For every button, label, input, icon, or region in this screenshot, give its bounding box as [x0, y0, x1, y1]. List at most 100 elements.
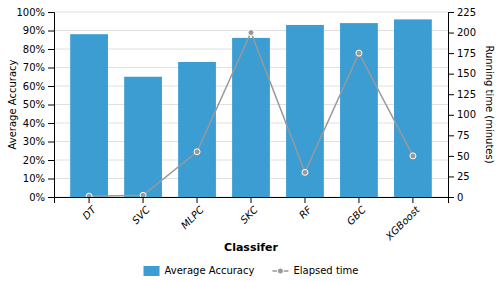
x-tick: SVC — [130, 197, 152, 226]
line-series — [86, 30, 416, 197]
x-tick-label: SVC — [130, 204, 152, 226]
y2-tick: 175 — [448, 48, 476, 59]
x-tick-mark — [358, 197, 359, 203]
y-tick-mark — [48, 49, 54, 50]
marker — [86, 193, 92, 197]
bar — [124, 77, 162, 197]
legend-swatch — [144, 266, 160, 276]
legend-label: Average Accuracy — [165, 265, 255, 276]
chart: DT SVC MLPC SKC RF GBC XGBoost 0% 10% 20% 30% 40% 50… — [0, 0, 500, 281]
x-tick-label: RF — [297, 204, 314, 221]
x-tick: RF — [297, 197, 314, 221]
y-tick-label: 70% — [23, 62, 45, 73]
y-tick: 80% — [23, 44, 54, 55]
y-tick-label: 80% — [23, 44, 45, 55]
y2-tick-label: 225 — [457, 7, 476, 18]
x-axis: DT SVC MLPC SKC RF GBC XGBoost — [55, 197, 449, 243]
bar — [340, 23, 378, 197]
x-tick-mark — [304, 197, 305, 203]
y2-tick-label: 0 — [457, 192, 463, 203]
marker — [248, 30, 254, 36]
marker — [140, 192, 146, 197]
y-tick-mark — [48, 68, 54, 69]
line — [89, 33, 413, 197]
y2-tick-mark — [448, 135, 454, 136]
x-tick-mark — [143, 197, 144, 203]
x-tick-mark — [412, 197, 413, 203]
y-tick-label: 10% — [23, 173, 45, 184]
y2-tick-mark — [448, 53, 454, 54]
y-tick: 40% — [23, 118, 54, 129]
legend-marker — [277, 268, 283, 274]
y2-tick-label: 125 — [457, 89, 476, 100]
bar — [286, 25, 324, 197]
y2-tick: 75 — [448, 130, 470, 141]
grid — [54, 12, 448, 197]
legend-item: Average Accuracy — [144, 265, 255, 276]
y2-tick: 100 — [448, 109, 476, 120]
y-tick-label: 90% — [23, 25, 45, 36]
y2-tick-mark — [448, 74, 454, 75]
bar — [178, 62, 216, 197]
y2-tick: 0 — [448, 192, 463, 203]
y-tick-mark — [48, 12, 54, 13]
y2-tick-label: 150 — [457, 68, 476, 79]
y-tick-label: 30% — [23, 136, 45, 147]
y2-tick-mark — [448, 12, 454, 13]
y-tick-label: 20% — [23, 155, 45, 166]
y2-tick-mark — [448, 197, 454, 198]
plot: DT SVC MLPC SKC RF GBC XGBoost 0% 10% 20% 30% 40% 50… — [16, 7, 476, 243]
marker — [356, 50, 362, 56]
y2-tick-mark — [448, 94, 454, 95]
y-tick-mark — [48, 197, 54, 198]
y2-tick-mark — [448, 115, 454, 116]
x-tick-label: XGBoost — [383, 203, 423, 243]
y2-tick-mark — [448, 156, 454, 157]
x-tick: DT — [80, 197, 98, 222]
x-tick: SKC — [238, 197, 260, 226]
y-tick: 60% — [23, 81, 54, 92]
y-tick-mark — [48, 142, 54, 143]
y2-tick: 25 — [448, 171, 470, 182]
y-tick-mark — [48, 160, 54, 161]
y-tick: 70% — [23, 62, 54, 73]
x-tick-label: SKC — [238, 204, 260, 226]
y-tick-label: 0% — [29, 192, 45, 203]
y-tick-mark — [48, 123, 54, 124]
marker — [194, 149, 200, 155]
y-tick: 20% — [23, 155, 54, 166]
y-tick: 0% — [29, 192, 54, 203]
y-tick-mark — [48, 179, 54, 180]
y2-tick: 225 — [448, 7, 476, 18]
x-tick-label: MLPC — [179, 204, 206, 231]
y-tick: 100% — [16, 7, 54, 18]
y2-tick-mark — [448, 176, 454, 177]
grid-line — [54, 12, 448, 13]
bar — [70, 34, 108, 197]
x-tick-label: GBC — [345, 204, 368, 227]
x-tick-mark — [197, 197, 198, 203]
legend-item: Elapsed time — [272, 265, 358, 276]
legend: Average Accuracy Elapsed time — [144, 265, 359, 276]
y2-tick-label: 200 — [457, 27, 476, 38]
y2-tick: 150 — [448, 68, 476, 79]
y-tick-label: 50% — [23, 99, 45, 110]
y-tick-mark — [48, 31, 54, 32]
bar-series — [70, 19, 432, 197]
x-tick: GBC — [345, 197, 368, 227]
x-axis-line — [55, 198, 449, 204]
y-tick: 90% — [23, 25, 54, 36]
y2-axis: 0255075100125150175200225 — [448, 7, 476, 203]
y-axis: 0% 10% 20% 30% 40% 50% 60% 70% 80% 90% 100% — [16, 7, 54, 203]
bar — [394, 19, 432, 197]
y-tick: 10% — [23, 173, 54, 184]
x-axis-title: Classifer — [224, 241, 278, 254]
x-tick: MLPC — [179, 197, 206, 231]
y2-axis-line — [449, 13, 455, 198]
x-tick: XGBoost — [383, 197, 423, 243]
y-tick: 30% — [23, 136, 54, 147]
y-tick-mark — [48, 86, 54, 87]
y2-axis-title: Running time (minutes) — [484, 45, 495, 163]
y-axis-line — [48, 13, 55, 198]
y2-tick-label: 175 — [457, 48, 476, 59]
